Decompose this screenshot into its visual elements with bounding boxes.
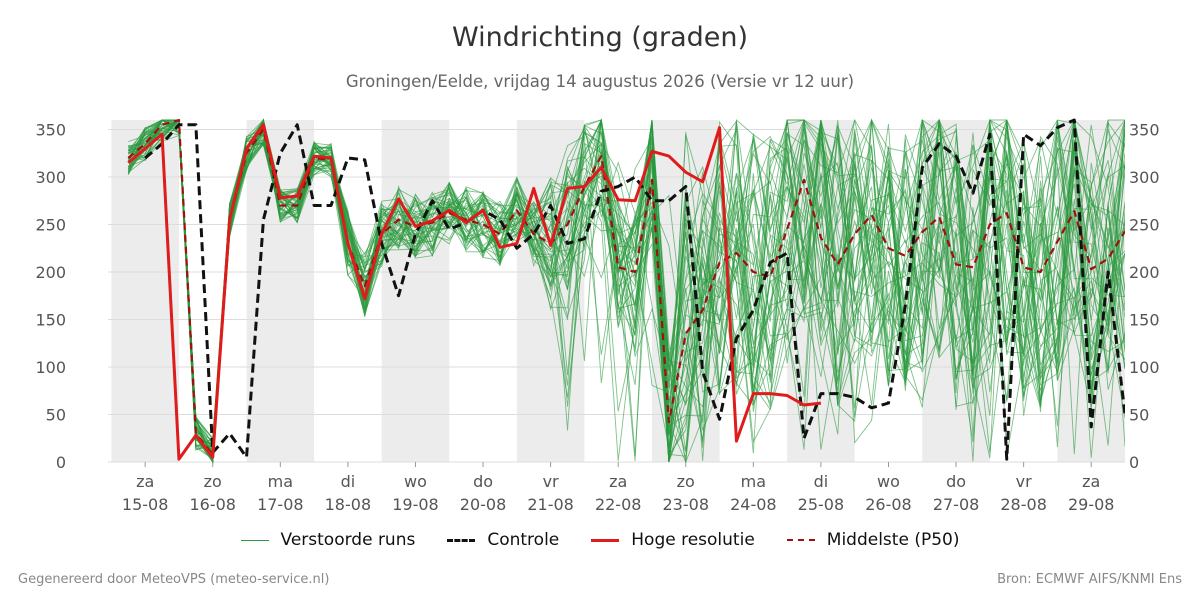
legend-label-control: Controle <box>487 530 560 550</box>
x-tick-date-4: 19-08 <box>392 495 439 514</box>
x-tick-day-6: vr <box>543 472 559 491</box>
y-tick-left-300: 300 <box>35 168 66 187</box>
ensemble-member-37 <box>127 119 1125 464</box>
x-tick-date-3: 18-08 <box>325 495 372 514</box>
x-tick-date-10: 25-08 <box>798 495 845 514</box>
x-tick-day-7: za <box>609 472 627 491</box>
y-tick-left-50: 50 <box>46 406 66 425</box>
y-tick-left-350: 350 <box>35 121 66 140</box>
legend-swatch-hires <box>591 538 620 542</box>
ensemble-member-32 <box>127 118 1125 463</box>
y-tick-right-100: 100 <box>1129 358 1160 377</box>
x-tick-date-8: 23-08 <box>663 495 710 514</box>
x-tick-date-1: 16-08 <box>189 495 236 514</box>
x-tick-date-7: 22-08 <box>595 495 642 514</box>
x-tick-day-12: do <box>946 472 966 491</box>
y-tick-right-150: 150 <box>1129 311 1160 330</box>
series-line-control <box>144 118 1125 461</box>
x-tick-date-9: 24-08 <box>730 495 777 514</box>
x-tick-date-6: 21-08 <box>527 495 574 514</box>
x-tick-day-14: za <box>1082 472 1100 491</box>
x-tick-day-4: wo <box>404 472 427 491</box>
x-tick-day-8: zo <box>677 472 695 491</box>
legend-item-hires: Hoge resolutie <box>591 530 755 550</box>
legend-label-median: Middelste (P50) <box>826 530 960 550</box>
x-tick-day-5: do <box>473 472 493 491</box>
series-line-hires <box>127 123 822 461</box>
x-tick-day-2: ma <box>268 472 293 491</box>
x-tick-day-10: di <box>814 472 829 491</box>
legend-item-ensemble: Verstoorde runs <box>240 530 416 550</box>
x-tick-day-1: zo <box>204 472 222 491</box>
ensemble-member-48 <box>127 119 1125 451</box>
x-tick-day-0: za <box>136 472 154 491</box>
ensemble-member-46 <box>127 118 1125 445</box>
chart-legend: Verstoorde runs Controle Hoge resolutie … <box>0 530 1200 550</box>
x-tick-date-14: 29-08 <box>1068 495 1115 514</box>
y-tick-right-350: 350 <box>1129 121 1160 140</box>
x-tick-date-2: 17-08 <box>257 495 304 514</box>
chart-title: Windrichting (graden) <box>451 22 749 53</box>
legend-label-ensemble: Verstoorde runs <box>280 530 416 550</box>
x-tick-date-12: 27-08 <box>933 495 980 514</box>
legend-label-hires: Hoge resolutie <box>631 530 755 550</box>
ensemble-member-21 <box>128 119 1125 464</box>
legend-swatch-median <box>786 539 815 541</box>
y-tick-right-200: 200 <box>1129 263 1160 282</box>
chart-subtitle: Groningen/Eelde, vrijdag 14 augustus 202… <box>345 72 855 91</box>
x-tick-date-5: 20-08 <box>460 495 507 514</box>
series-line-median <box>127 118 1125 456</box>
legend-item-control: Controle <box>447 530 559 550</box>
y-tick-left-100: 100 <box>35 358 66 377</box>
y-tick-left-150: 150 <box>35 311 66 330</box>
y-tick-left-0: 0 <box>56 453 66 472</box>
y-tick-left-200: 200 <box>35 263 66 282</box>
x-tick-date-13: 28-08 <box>1000 495 1047 514</box>
x-tick-day-11: wo <box>877 472 900 491</box>
y-tick-right-0: 0 <box>1129 453 1139 472</box>
y-tick-right-50: 50 <box>1129 406 1149 425</box>
legend-swatch-ensemble <box>240 539 269 541</box>
legend-swatch-control <box>447 538 476 542</box>
ensemble-member-43 <box>128 118 1125 460</box>
y-tick-right-250: 250 <box>1129 216 1160 235</box>
x-tick-day-9: ma <box>741 472 766 491</box>
x-tick-day-3: di <box>341 472 356 491</box>
footer-source: Bron: ECMWF AIFS/KNMI Ens <box>997 572 1182 587</box>
day-band-3 <box>516 120 585 462</box>
legend-item-median: Middelste (P50) <box>786 530 960 550</box>
footer-credit: Gegenereerd door MeteoVPS (meteo-service… <box>18 572 330 587</box>
day-band-2 <box>381 120 450 462</box>
x-tick-date-11: 26-08 <box>865 495 912 514</box>
x-tick-day-13: vr <box>1016 472 1032 491</box>
y-tick-left-250: 250 <box>35 216 66 235</box>
x-tick-date-0: 15-08 <box>122 495 169 514</box>
y-tick-right-300: 300 <box>1129 168 1160 187</box>
